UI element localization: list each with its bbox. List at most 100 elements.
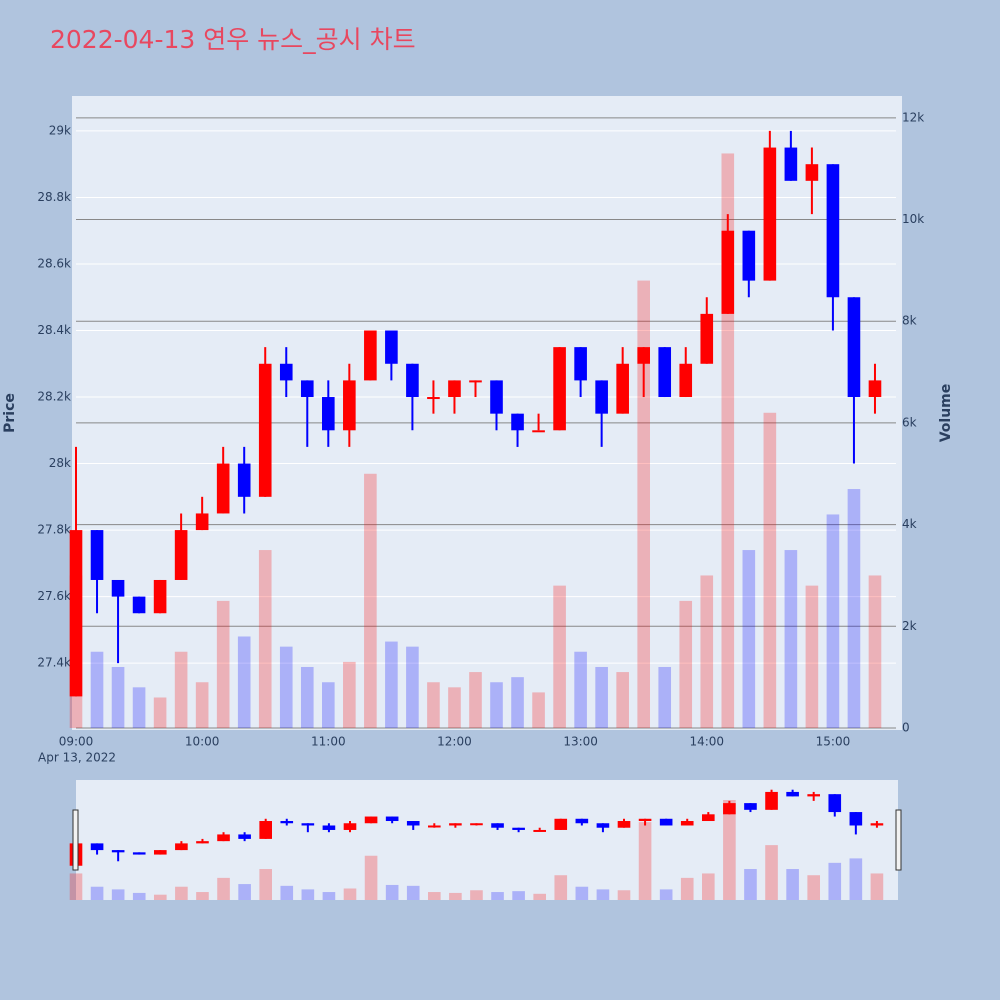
x-tick-label: 15:00 [816, 735, 851, 749]
candle-body [258, 363, 272, 497]
volume-bar [511, 677, 524, 728]
volume-bar [216, 600, 230, 728]
volume-bar [385, 641, 398, 728]
volume-bar [847, 489, 861, 728]
y-tick-label: 28.2k [37, 390, 71, 404]
candle-body [448, 380, 461, 398]
slider-volume-bar [617, 890, 631, 900]
plot-area [72, 96, 902, 730]
slider-candle-body [807, 794, 820, 797]
slider-candle-body [322, 825, 336, 830]
candle-body [532, 430, 545, 433]
candle-body [132, 596, 146, 614]
candle-body [490, 380, 503, 414]
slider-volume-bar [596, 889, 610, 900]
candle-body [279, 363, 293, 381]
slider-handle[interactable] [72, 809, 79, 871]
slider-candle-body [470, 823, 483, 826]
volume-bar [826, 514, 840, 728]
slider-candle-body [870, 823, 884, 826]
slider-volume-bar [723, 800, 736, 900]
volume-bar [195, 682, 209, 728]
slider-candle-body [217, 834, 230, 842]
slider-volume-bar [385, 884, 399, 900]
slider-volume-bar [533, 893, 546, 900]
candle-body [616, 363, 629, 414]
volume-bar [784, 550, 798, 728]
slider-candle-body [343, 823, 357, 830]
slider-volume-bar [680, 877, 694, 900]
slider-volume-bar [870, 873, 884, 900]
slider-candle-body [238, 834, 251, 839]
candle-body [111, 579, 125, 597]
candle-body [195, 513, 209, 531]
slider-candle-body [533, 829, 546, 832]
candle-body [826, 164, 840, 298]
volume-bar [805, 585, 819, 728]
slider-volume-bar [238, 884, 251, 900]
slider-volume-bar [322, 892, 336, 900]
slider-candle-body [132, 852, 146, 855]
volume-bar [300, 666, 314, 728]
slider-candle-body [575, 818, 589, 824]
slider-volume-bar [744, 869, 757, 900]
slider-candle-body [723, 803, 736, 815]
candle-body [90, 530, 104, 580]
y2-tick-label: 12k [902, 110, 924, 124]
volume-bar [90, 651, 104, 728]
volume-bar [532, 692, 545, 728]
volume-bar [553, 585, 566, 728]
range-slider[interactable] [76, 780, 898, 900]
slider-candle-body [491, 823, 504, 828]
candle-body [595, 380, 608, 414]
y2-tick-label: 6k [902, 415, 917, 429]
volume-bar [364, 473, 377, 728]
slider-volume-bar [828, 862, 842, 900]
x-tick-label: 14:00 [689, 735, 724, 749]
volume-bar [868, 575, 882, 728]
slider-candle-body [828, 794, 842, 813]
x-tick-label: 12:00 [437, 735, 472, 749]
slider-volume-bar [111, 889, 125, 900]
x-tick-label: 09:00 [59, 735, 94, 749]
slider-volume-bar [807, 875, 820, 900]
volume-bar [616, 672, 629, 728]
slider-candle-body [90, 843, 104, 851]
candle-body [700, 313, 714, 364]
volume-bar [469, 672, 482, 728]
slider-handle[interactable] [895, 809, 902, 871]
slider-volume-bar [638, 822, 652, 900]
volume-bar [679, 600, 693, 728]
volume-bar [574, 651, 587, 728]
candle-body [174, 530, 188, 580]
slider-candle-body [428, 825, 441, 828]
candle-body [658, 347, 672, 398]
candle-body [427, 397, 440, 400]
candle-body [406, 363, 419, 398]
slider-candle-body [680, 821, 694, 826]
slider-candle-body [196, 841, 209, 844]
y-tick-label: 27.4k [37, 656, 71, 670]
volume-bar [132, 687, 146, 728]
slider-volume-bar [364, 855, 378, 900]
y-tick-label: 27.6k [37, 589, 71, 603]
slider-candle-body [154, 850, 167, 855]
candle-body [469, 380, 482, 383]
volume-bar [742, 550, 756, 728]
volume-bar [406, 646, 419, 728]
volume-bar [258, 550, 272, 728]
slider-volume-bar [659, 889, 673, 900]
y-tick-label: 28.4k [37, 323, 71, 337]
candle-body [763, 147, 777, 281]
y2-tick-label: 8k [902, 314, 917, 328]
slider-candle-body [849, 812, 863, 826]
slider-volume-bar [280, 885, 294, 900]
slider-candle-body [659, 818, 673, 826]
volume-bar [700, 575, 714, 728]
slider-volume-bar [132, 892, 146, 900]
y-tick-label: 28.8k [37, 190, 71, 204]
slider-candle-body [596, 823, 610, 828]
candle-body [69, 530, 83, 697]
slider-volume-bar [449, 892, 462, 900]
volume-bar [448, 687, 461, 728]
